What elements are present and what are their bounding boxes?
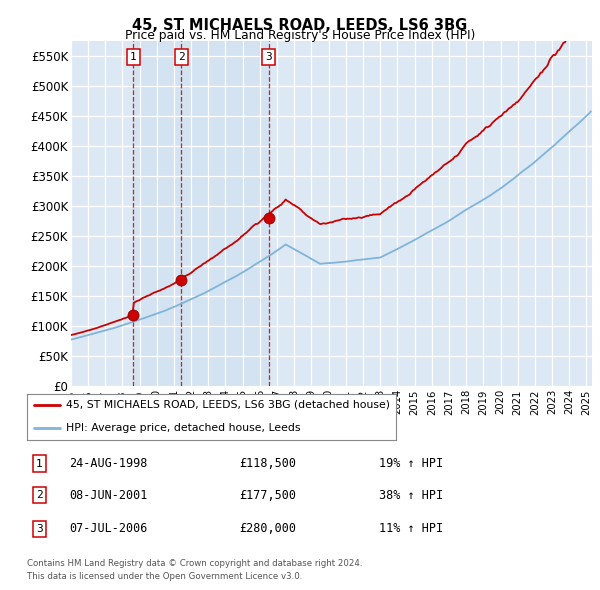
Text: Contains HM Land Registry data © Crown copyright and database right 2024.: Contains HM Land Registry data © Crown c… (27, 559, 362, 568)
Text: 19% ↑ HPI: 19% ↑ HPI (379, 457, 443, 470)
Text: 07-JUL-2006: 07-JUL-2006 (69, 522, 147, 535)
Text: 38% ↑ HPI: 38% ↑ HPI (379, 489, 443, 502)
Text: £177,500: £177,500 (239, 489, 296, 502)
Text: 45, ST MICHAELS ROAD, LEEDS, LS6 3BG: 45, ST MICHAELS ROAD, LEEDS, LS6 3BG (133, 18, 467, 32)
Text: £280,000: £280,000 (239, 522, 296, 535)
Text: 3: 3 (36, 524, 43, 534)
Text: 11% ↑ HPI: 11% ↑ HPI (379, 522, 443, 535)
Bar (181, 41, 269, 386)
Text: 3: 3 (265, 52, 272, 62)
Text: 1: 1 (130, 52, 137, 62)
Text: Price paid vs. HM Land Registry's House Price Index (HPI): Price paid vs. HM Land Registry's House … (125, 30, 475, 42)
Text: 2: 2 (178, 52, 185, 62)
Text: HPI: Average price, detached house, Leeds: HPI: Average price, detached house, Leed… (66, 422, 300, 432)
Text: £118,500: £118,500 (239, 457, 296, 470)
Bar (133, 41, 181, 386)
Text: This data is licensed under the Open Government Licence v3.0.: This data is licensed under the Open Gov… (27, 572, 302, 581)
Text: 45, ST MICHAELS ROAD, LEEDS, LS6 3BG (detached house): 45, ST MICHAELS ROAD, LEEDS, LS6 3BG (de… (66, 399, 390, 409)
Text: 08-JUN-2001: 08-JUN-2001 (69, 489, 147, 502)
Text: 2: 2 (36, 490, 43, 500)
Text: 1: 1 (36, 458, 43, 468)
Text: 24-AUG-1998: 24-AUG-1998 (69, 457, 147, 470)
